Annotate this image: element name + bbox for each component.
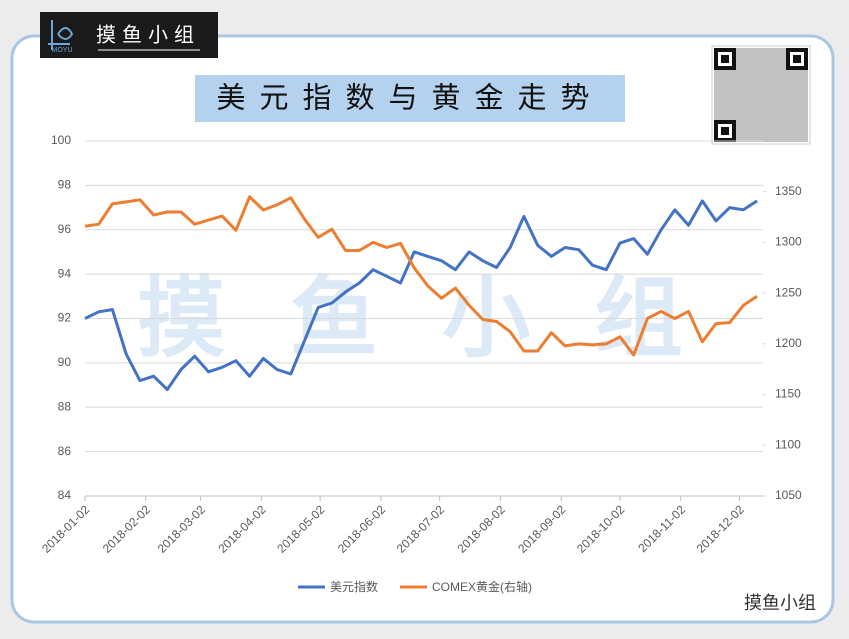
y-tick-label: 84 <box>58 488 72 502</box>
y2-tick-label: 1250 <box>775 285 802 299</box>
y2-tick-label: 1200 <box>775 336 802 350</box>
logo-text: 摸鱼小组 <box>96 23 200 46</box>
y-tick-label: 90 <box>58 355 72 369</box>
chart-title: 美元指数与黄金走势 <box>216 82 603 115</box>
legend-label: 美元指数 <box>330 579 378 594</box>
y-tick-label: 100 <box>51 133 71 147</box>
y-tick-label: 86 <box>58 444 72 458</box>
logo-icon <box>48 20 74 50</box>
series-line <box>84 195 758 357</box>
plot-panel <box>30 85 770 605</box>
y-tick-label: 92 <box>58 311 72 325</box>
legend-label: COMEX黄金(右轴) <box>432 579 532 594</box>
y2-tick-label: 1100 <box>775 437 801 451</box>
y-tick-label: 94 <box>58 266 72 280</box>
y-tick-label: 98 <box>58 178 72 192</box>
y2-tick-label: 1050 <box>775 488 802 502</box>
logo-sub: MOYU <box>52 47 73 54</box>
y2-tick-label: 1350 <box>775 184 802 198</box>
y-tick-label: 88 <box>58 399 72 413</box>
y2-tick-label: 1150 <box>775 387 801 401</box>
footer-brand: 摸鱼小组 <box>744 593 816 613</box>
title-box <box>195 75 625 122</box>
y2-tick-label: 1300 <box>775 235 802 249</box>
qr-code <box>711 45 811 145</box>
y-tick-label: 96 <box>58 222 72 236</box>
watermark: 摸 鱼 小 组 <box>137 268 702 367</box>
series-line <box>84 199 758 391</box>
